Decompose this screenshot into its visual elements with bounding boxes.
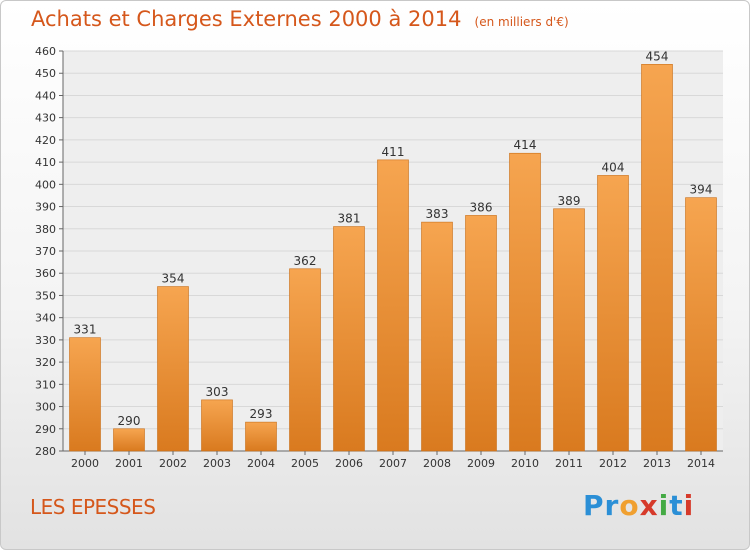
bar <box>685 197 717 452</box>
x-tick-label: 2001 <box>115 457 143 470</box>
y-tick-label: 290 <box>35 423 56 436</box>
location-label: LES EPESSES <box>30 495 156 519</box>
data-label: 389 <box>558 194 581 208</box>
y-tick-label: 460 <box>35 45 56 58</box>
bar <box>69 337 101 452</box>
bar <box>113 428 145 452</box>
bar <box>553 208 585 452</box>
data-label: 386 <box>470 200 493 214</box>
data-label: 290 <box>118 414 141 428</box>
y-tick-label: 310 <box>35 378 56 391</box>
bar <box>421 221 453 452</box>
data-label: 331 <box>74 323 97 337</box>
y-tick-label: 410 <box>35 156 56 169</box>
data-label: 414 <box>514 138 537 152</box>
logo-letter: r <box>604 489 620 522</box>
bar <box>201 399 233 452</box>
x-tick-label: 2010 <box>511 457 539 470</box>
data-label: 383 <box>426 207 449 221</box>
x-tick-label: 2000 <box>71 457 99 470</box>
bar <box>465 215 497 452</box>
data-label: 362 <box>294 254 317 268</box>
proxiti-logo: Proxiti <box>583 489 694 522</box>
data-label: 394 <box>690 183 713 197</box>
y-tick-label: 280 <box>35 445 56 458</box>
x-tick-label: 2013 <box>643 457 671 470</box>
y-tick-label: 390 <box>35 201 56 214</box>
chart-subtitle: (en milliers d'€) <box>474 15 569 29</box>
bar <box>377 159 409 452</box>
x-tick-label: 2005 <box>291 457 319 470</box>
x-tick-label: 2012 <box>599 457 627 470</box>
y-tick-label: 450 <box>35 67 56 80</box>
y-tick-label: 400 <box>35 178 56 191</box>
x-tick-label: 2006 <box>335 457 363 470</box>
data-label: 303 <box>206 385 229 399</box>
data-label: 454 <box>646 49 669 63</box>
y-tick-label: 300 <box>35 401 56 414</box>
y-tick-label: 420 <box>35 134 56 147</box>
bar <box>509 152 541 452</box>
y-tick-label: 380 <box>35 223 56 236</box>
y-tick-label: 330 <box>35 334 56 347</box>
x-tick-label: 2004 <box>247 457 275 470</box>
x-tick-label: 2008 <box>423 457 451 470</box>
bar <box>157 286 189 452</box>
y-tick-label: 440 <box>35 89 56 102</box>
y-tick-label: 340 <box>35 312 56 325</box>
logo-letter: i <box>683 489 695 522</box>
data-label: 411 <box>382 145 405 159</box>
logo-letter: o <box>619 489 640 522</box>
x-tick-label: 2011 <box>555 457 583 470</box>
y-tick-label: 350 <box>35 289 56 302</box>
y-tick-label: 360 <box>35 267 56 280</box>
y-tick-label: 430 <box>35 112 56 125</box>
y-tick-label: 320 <box>35 356 56 369</box>
data-label: 404 <box>602 160 625 174</box>
x-tick-label: 2003 <box>203 457 231 470</box>
logo-letter: x <box>639 489 659 522</box>
y-tick-label: 370 <box>35 245 56 258</box>
chart-title: Achats et Charges Externes 2000 à 2014 <box>31 7 462 31</box>
x-tick-label: 2002 <box>159 457 187 470</box>
data-label: 293 <box>250 407 273 421</box>
x-tick-label: 2007 <box>379 457 407 470</box>
title-row: Achats et Charges Externes 2000 à 2014 (… <box>31 7 569 31</box>
data-label: 354 <box>162 272 185 286</box>
logo-letter: P <box>583 489 605 522</box>
bar <box>597 175 629 452</box>
x-tick-label: 2014 <box>687 457 715 470</box>
logo-letter: i <box>658 489 670 522</box>
bar <box>333 226 365 452</box>
bar <box>641 64 673 452</box>
x-tick-label: 2009 <box>467 457 495 470</box>
data-label: 381 <box>338 212 361 226</box>
bar <box>289 268 321 452</box>
bar <box>245 421 277 452</box>
logo-letter: t <box>669 489 684 522</box>
